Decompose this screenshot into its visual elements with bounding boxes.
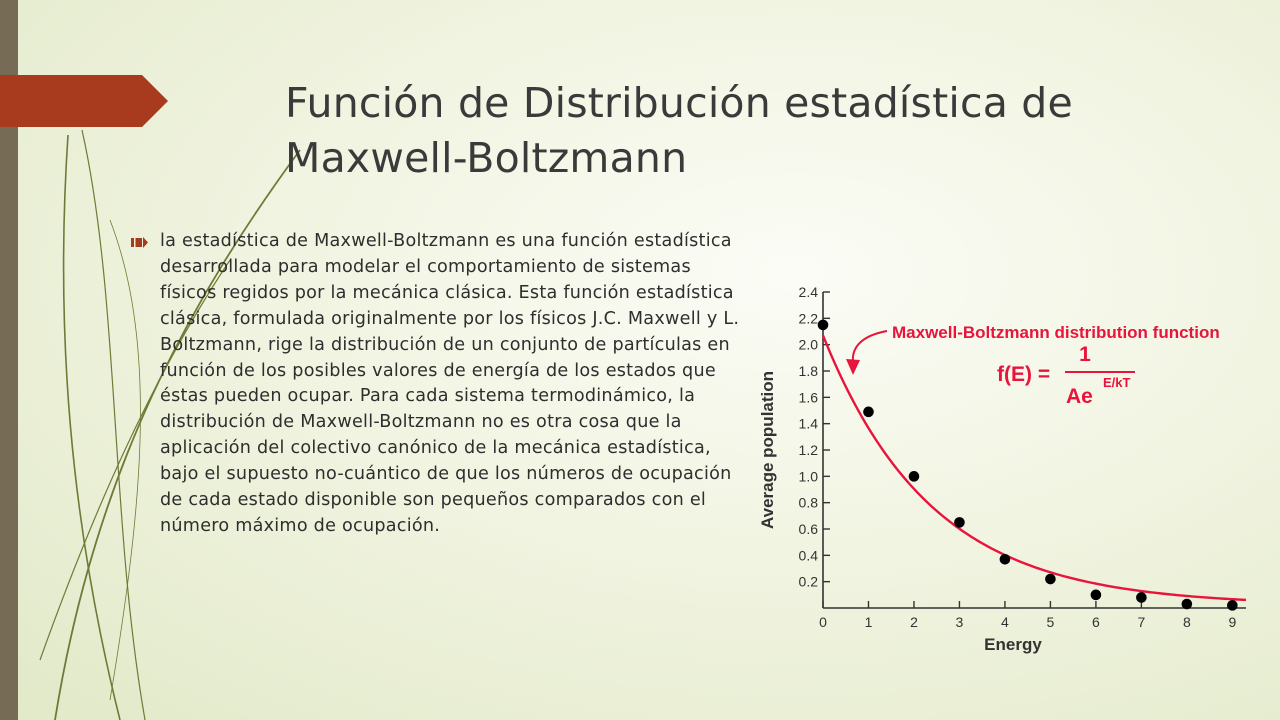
- data-point: [999, 553, 1011, 565]
- slide-title: Función de Distribución estadística de M…: [285, 79, 1073, 182]
- x-tick-label: 5: [1047, 614, 1055, 630]
- x-tick-label: 1: [865, 614, 873, 630]
- y-tick-label: 0.2: [799, 574, 819, 590]
- left-decorative-band: [0, 0, 18, 720]
- annotation-arrow: [851, 330, 888, 364]
- maxwell-boltzmann-chart: 0.2 0.4 0.6 0.8 1.0 1.2 1.4 1.6 1.8 2.0 2.2 2.4 0 1 2…: [758, 284, 1247, 654]
- fit-curve: [821, 334, 1247, 602]
- data-point: [1227, 600, 1238, 611]
- y-tick-label: 2.0: [799, 337, 819, 353]
- data-point: [817, 319, 829, 331]
- x-axis-label: Energy: [984, 635, 1042, 654]
- y-axis-label: Average population: [758, 371, 777, 529]
- body-paragraph: la estadística de Maxwell-Boltzmann es u…: [160, 231, 740, 536]
- y-tick-label: 2.4: [799, 284, 819, 300]
- data-points: [817, 319, 1238, 611]
- y-tick-label: 1.8: [799, 363, 819, 379]
- x-tick-label: 3: [956, 614, 964, 630]
- y-tick-label: 1.2: [799, 442, 819, 458]
- annotation-arrowhead: [846, 359, 860, 375]
- formula-denominator: Ae: [1066, 385, 1093, 408]
- y-axis-ticks: 0.2 0.4 0.6 0.8 1.0 1.2 1.4 1.6 1.8 2.0 2.2 2.4: [799, 284, 830, 590]
- y-tick-label: 0.8: [799, 495, 819, 511]
- data-point: [1181, 598, 1193, 610]
- x-tick-label: 0: [819, 614, 827, 630]
- chart-title: Maxwell-Boltzmann distribution function: [892, 323, 1220, 342]
- data-point: [954, 517, 965, 528]
- formula-exponent: E/kT: [1103, 375, 1131, 390]
- x-tick-label: 7: [1137, 614, 1145, 630]
- y-tick-label: 1.0: [799, 468, 819, 484]
- chevron-bullet-icon: [131, 237, 148, 248]
- data-point: [1136, 592, 1147, 603]
- data-point: [863, 406, 874, 418]
- title-accent-arrow: [0, 75, 168, 127]
- x-tick-label: 2: [910, 614, 918, 630]
- x-tick-label: 8: [1183, 614, 1191, 630]
- x-tick-label: 4: [1001, 614, 1009, 630]
- formula-lhs: f(E) =: [997, 363, 1050, 386]
- data-point: [908, 471, 920, 482]
- y-tick-label: 0.4: [799, 547, 819, 563]
- y-tick-label: 0.6: [799, 521, 819, 537]
- y-tick-label: 2.2: [799, 310, 819, 326]
- y-tick-label: 1.6: [799, 389, 819, 405]
- x-axis-ticks: 0 1 2 3 4 5 6 7 8 9: [819, 601, 1236, 630]
- formula-numerator: 1: [1079, 343, 1091, 366]
- data-point: [1045, 573, 1056, 585]
- y-tick-label: 1.4: [799, 416, 819, 432]
- data-point: [1090, 589, 1102, 601]
- x-tick-label: 9: [1228, 614, 1236, 630]
- x-tick-label: 6: [1092, 614, 1100, 630]
- decorative-curves: [39, 129, 301, 720]
